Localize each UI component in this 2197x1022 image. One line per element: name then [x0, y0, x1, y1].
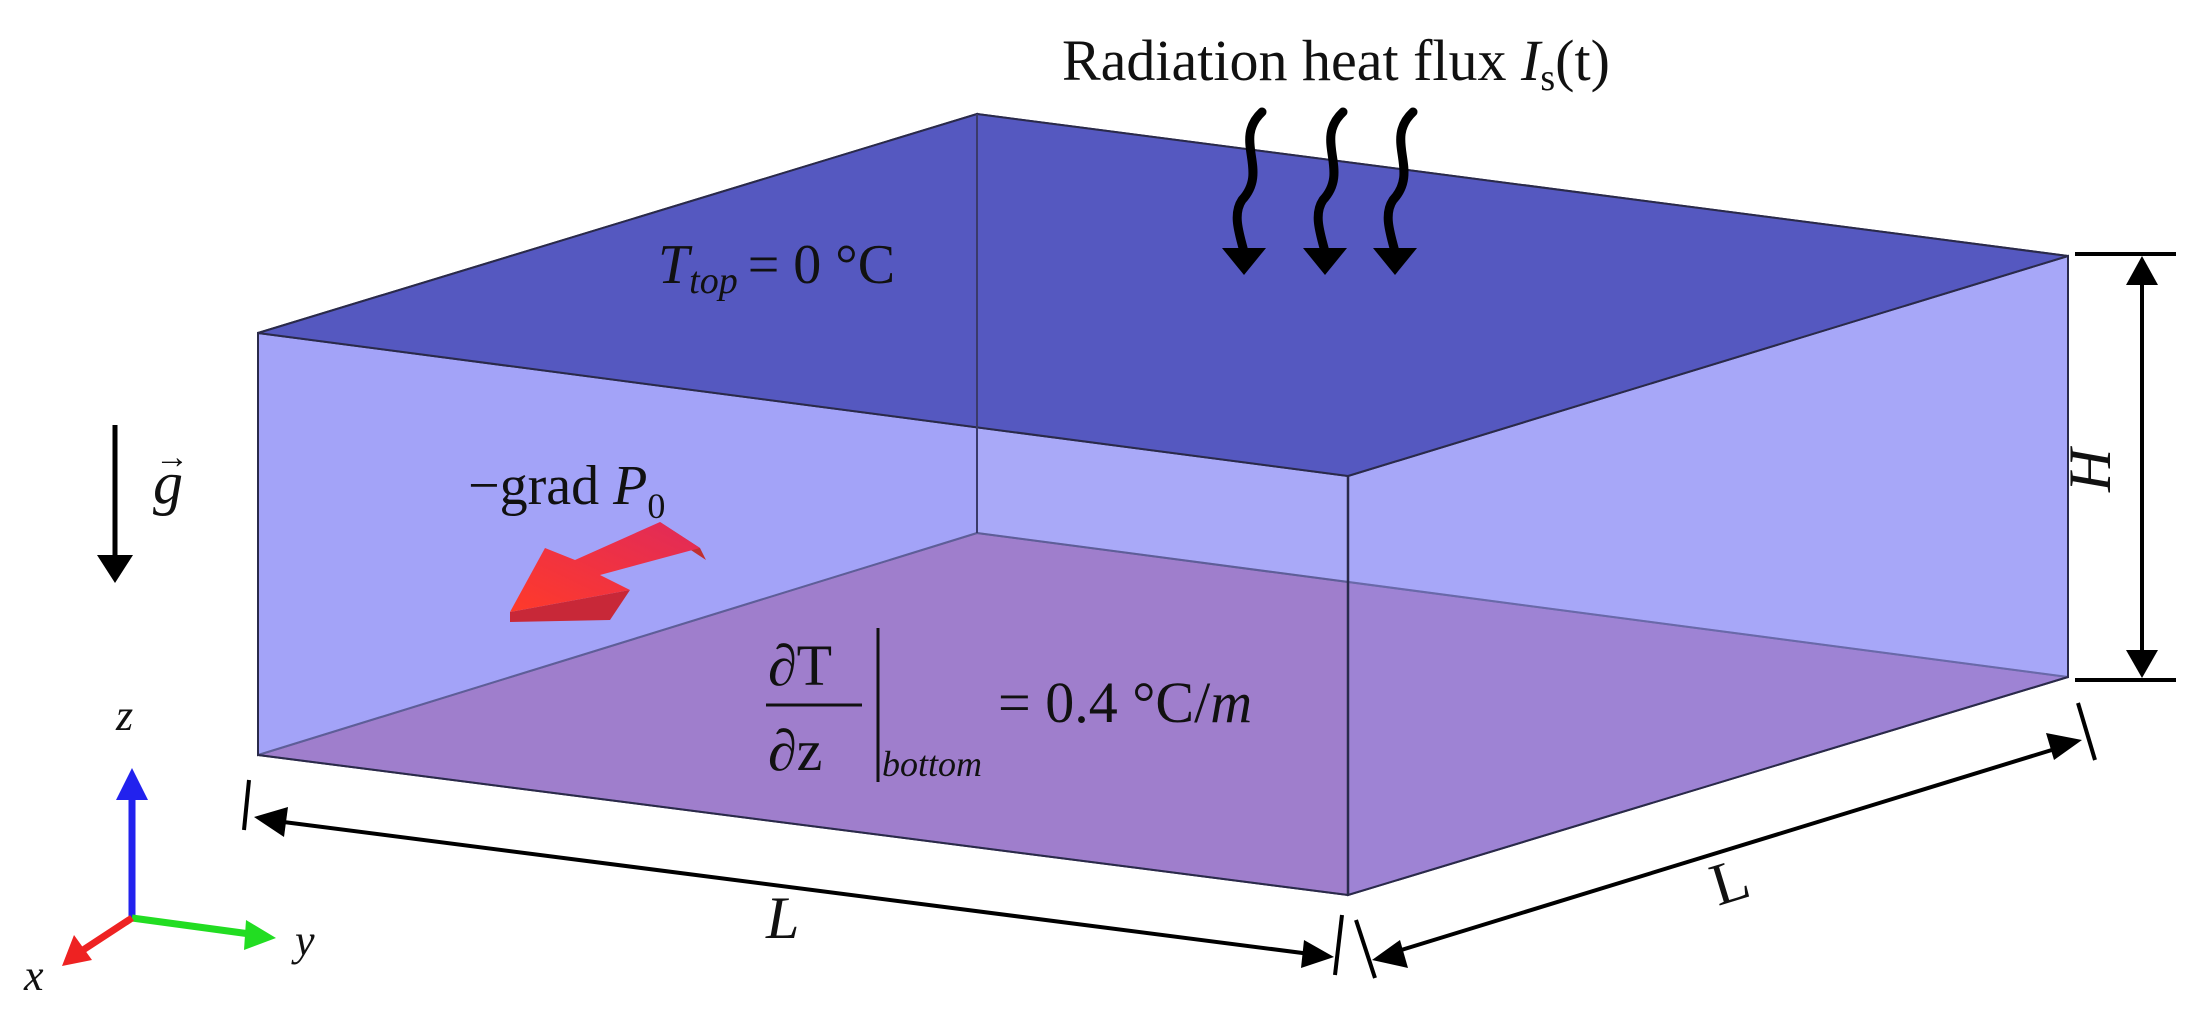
height-dimension [2075, 252, 2176, 682]
front-length-dimension [242, 779, 1344, 976]
bottom-denominator: ∂z [768, 718, 822, 783]
radiation-arrow-1 [1232, 107, 1267, 257]
y-axis-label: y [291, 916, 315, 965]
y-axis [131, 914, 251, 938]
pressure-gradient-label: −grad P0 [468, 455, 665, 526]
radiation-arrows [1222, 107, 1418, 275]
radiation-arrow-2 [1313, 107, 1348, 257]
bottom-equation: = 0.4 °C/m [998, 670, 1252, 735]
pressure-gradient-arrow [510, 522, 706, 622]
bottom-condition: ∂T ∂z bottom = 0.4 °C/m [766, 628, 1252, 784]
radiation-arrow-3 [1383, 107, 1418, 257]
coordinate-axes [62, 768, 276, 966]
height-label: H [2057, 445, 2123, 493]
radiation-title: Radiation heat flux Is(t) [1062, 28, 1610, 99]
gravity-label: g [153, 450, 183, 516]
front-length-label: L [765, 885, 799, 951]
gravity-arrow [97, 425, 133, 583]
z-axis-label: z [115, 691, 133, 740]
x-axis-label: x [23, 951, 44, 1000]
x-axis [78, 915, 134, 955]
top-temperature-label: Ttop = 0 °C [658, 234, 895, 302]
bottom-numerator: ∂T [768, 633, 832, 698]
top-face [257, 112, 2069, 478]
side-length-label: L [1703, 845, 1757, 919]
bottom-subscript: bottom [882, 744, 982, 784]
gravity-vector-mark: → [155, 439, 189, 476]
side-length-dimension [1354, 702, 2097, 979]
